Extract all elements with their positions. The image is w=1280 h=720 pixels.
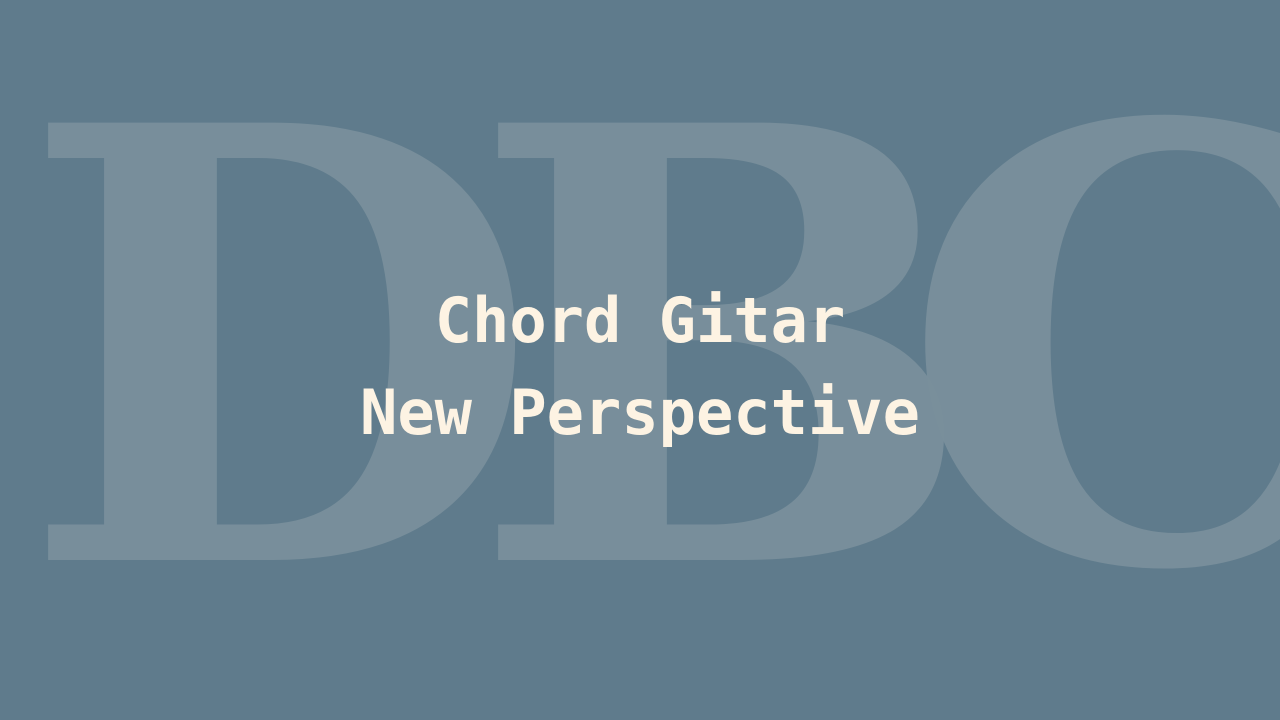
page-title: Chord Gitar New Perspective — [0, 275, 1280, 459]
watermark-letter-b: B — [470, 0, 978, 702]
title-line-2: New Perspective — [360, 376, 920, 449]
watermark-letter-c: C — [900, 0, 1280, 702]
watermark-letter-d: D — [20, 0, 541, 702]
title-line-1: Chord Gitar — [434, 284, 846, 357]
